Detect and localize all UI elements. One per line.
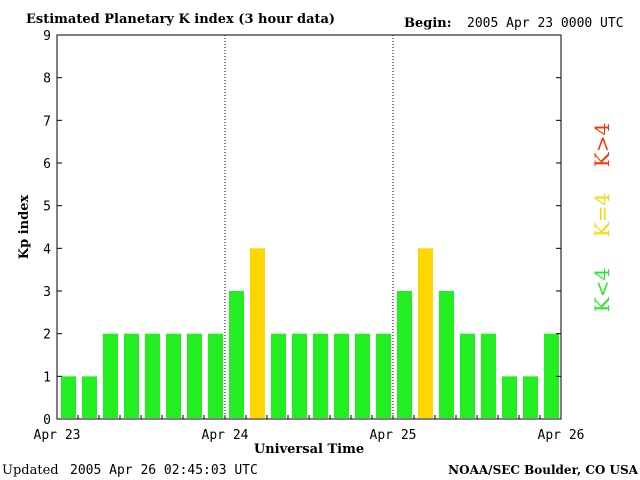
kp-bar	[397, 291, 412, 418]
begin-value: 2005 Apr 23 0000 UTC	[467, 16, 624, 31]
y-tick-label: 8	[43, 72, 51, 87]
kp-bar	[502, 376, 517, 418]
kp-bar	[61, 376, 76, 418]
x-tick-label: Apr 24	[202, 428, 249, 443]
kp-bar	[271, 333, 286, 418]
day-separators	[224, 35, 394, 419]
kp-bar	[439, 291, 454, 418]
legend-label: K<4	[590, 268, 614, 312]
x-tick-label: Apr 23	[34, 428, 81, 443]
severity-legend: K>4 K=4 K<4	[590, 123, 614, 312]
x-tick-label: Apr 26	[538, 428, 585, 443]
kp-bar	[481, 333, 496, 418]
kp-bar	[250, 248, 265, 418]
x-axis-title: Universal Time	[254, 442, 364, 457]
kp-bar	[460, 333, 475, 418]
y-tick-label: 3	[43, 285, 51, 300]
updated-label: Updated	[2, 463, 59, 478]
y-tick-label: 1	[43, 370, 51, 385]
kp-bar	[124, 333, 139, 418]
kp-bar	[166, 333, 181, 418]
kp-bar	[145, 333, 160, 418]
updated-value: 2005 Apr 26 02:45:03 UTC	[70, 463, 258, 478]
kp-bar	[103, 333, 118, 418]
kp-bar	[208, 333, 223, 418]
y-axis-title: Kp index	[17, 195, 32, 260]
kp-bar	[376, 333, 391, 418]
y-axis: 0 1 2 3 4 5 6 7 8 9	[43, 29, 561, 428]
y-tick-label: 0	[43, 413, 51, 428]
kp-bar	[355, 333, 370, 418]
x-axis: Apr 23 Apr 24 Apr 25 Apr 26	[34, 415, 585, 443]
y-tick-label: 6	[43, 157, 51, 172]
y-tick-label: 4	[43, 242, 51, 257]
kp-bar	[313, 333, 328, 418]
credit-text: NOAA/SEC Boulder, CO USA	[448, 463, 639, 477]
kp-bar	[82, 376, 97, 418]
y-tick-label: 2	[43, 328, 51, 343]
y-tick-label: 7	[43, 114, 51, 129]
kp-bar	[523, 376, 538, 418]
y-tick-label: 9	[43, 29, 51, 44]
kp-bar	[292, 333, 307, 418]
kp-bar	[544, 333, 559, 418]
begin-label: Begin:	[404, 16, 452, 31]
kp-bar	[187, 333, 202, 418]
kp-bar	[418, 248, 433, 418]
y-tick-label: 5	[43, 200, 51, 215]
kp-bar	[229, 291, 244, 418]
kp-bar	[334, 333, 349, 418]
kp-bars	[61, 248, 559, 418]
chart-title: Estimated Planetary K index (3 hour data…	[26, 12, 335, 27]
x-tick-label: Apr 25	[370, 428, 417, 443]
legend-label: K=4	[590, 193, 614, 237]
legend-label: K>4	[590, 123, 614, 167]
